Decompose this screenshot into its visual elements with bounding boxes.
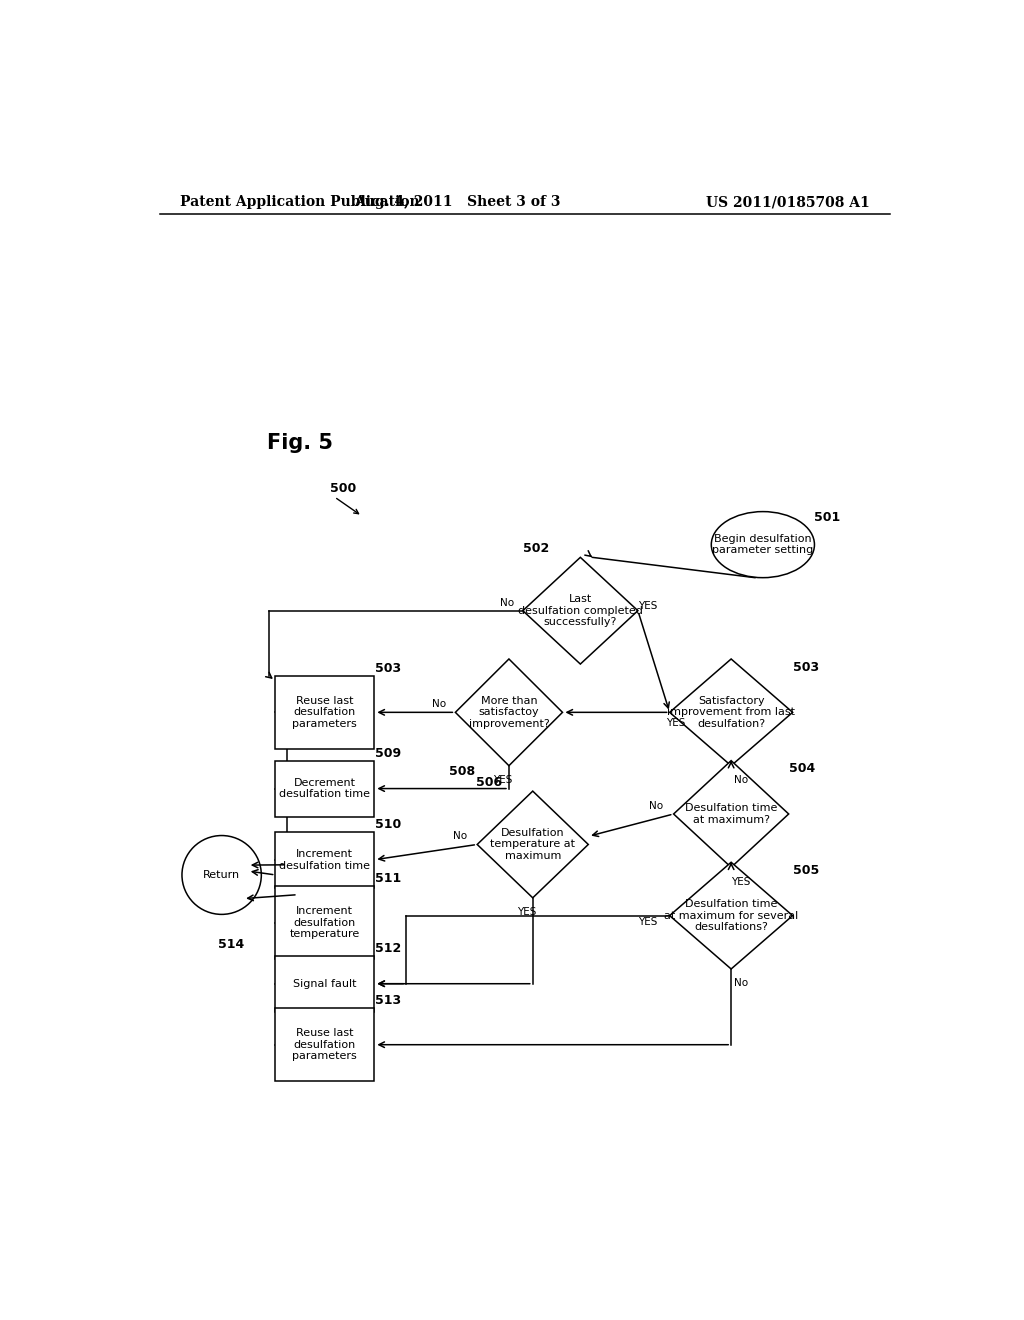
Text: Last
desulfation completed
successfully?: Last desulfation completed successfully?	[518, 594, 643, 627]
Text: Return: Return	[203, 870, 241, 880]
Ellipse shape	[182, 836, 261, 915]
Text: 503: 503	[375, 661, 401, 675]
Polygon shape	[670, 862, 793, 969]
Text: YES: YES	[667, 718, 686, 727]
Text: No: No	[733, 978, 748, 989]
Text: Begin desulfation
parameter setting: Begin desulfation parameter setting	[713, 533, 813, 556]
Text: Fig. 5: Fig. 5	[267, 433, 333, 453]
Text: 510: 510	[375, 818, 401, 832]
Text: 504: 504	[790, 763, 815, 775]
Text: 513: 513	[375, 994, 401, 1007]
Text: Signal fault: Signal fault	[293, 978, 356, 989]
Text: US 2011/0185708 A1: US 2011/0185708 A1	[707, 195, 870, 209]
Polygon shape	[523, 557, 638, 664]
FancyBboxPatch shape	[275, 832, 375, 887]
FancyBboxPatch shape	[275, 676, 375, 748]
Text: 508: 508	[450, 766, 475, 779]
Text: Increment
desulfation time: Increment desulfation time	[280, 849, 371, 870]
Ellipse shape	[712, 512, 814, 578]
Text: Satisfactory
improvement from last
desulfation?: Satisfactory improvement from last desul…	[668, 696, 796, 729]
Polygon shape	[674, 760, 788, 867]
Text: No: No	[453, 832, 467, 841]
FancyBboxPatch shape	[275, 1008, 375, 1081]
FancyBboxPatch shape	[275, 886, 375, 960]
Text: No: No	[432, 700, 446, 709]
Text: YES: YES	[493, 775, 512, 785]
Text: Aug. 4, 2011   Sheet 3 of 3: Aug. 4, 2011 Sheet 3 of 3	[354, 195, 560, 209]
Text: YES: YES	[638, 601, 657, 611]
Text: Increment
desulfation
temperature: Increment desulfation temperature	[290, 906, 360, 940]
Text: YES: YES	[731, 876, 751, 887]
Text: YES: YES	[517, 907, 537, 917]
Text: Reuse last
desulfation
parameters: Reuse last desulfation parameters	[293, 696, 357, 729]
FancyBboxPatch shape	[275, 956, 375, 1011]
Text: 500: 500	[331, 482, 356, 495]
Text: YES: YES	[638, 916, 657, 927]
Text: Decrement
desulfation time: Decrement desulfation time	[280, 777, 371, 800]
Text: Desulfation
temperature at
maximum: Desulfation temperature at maximum	[490, 828, 575, 861]
Polygon shape	[477, 791, 588, 898]
Text: 501: 501	[814, 511, 841, 524]
Polygon shape	[670, 659, 793, 766]
Text: More than
satisfactoy
improvement?: More than satisfactoy improvement?	[469, 696, 549, 729]
Text: Desulfation time
at maximum for several
desulfations?: Desulfation time at maximum for several …	[664, 899, 799, 932]
Text: 502: 502	[523, 541, 550, 554]
Text: No: No	[649, 801, 664, 810]
Text: No: No	[500, 598, 514, 607]
Text: Reuse last
desulfation
parameters: Reuse last desulfation parameters	[293, 1028, 357, 1061]
Polygon shape	[456, 659, 562, 766]
Text: 514: 514	[218, 939, 244, 952]
Text: 512: 512	[375, 942, 401, 956]
FancyBboxPatch shape	[275, 760, 375, 817]
Text: Patent Application Publication: Patent Application Publication	[179, 195, 419, 209]
Text: 509: 509	[375, 747, 401, 760]
Text: 506: 506	[475, 776, 502, 788]
Text: No: No	[733, 775, 748, 785]
Text: Desulfation time
at maximum?: Desulfation time at maximum?	[685, 803, 777, 825]
Text: 511: 511	[375, 873, 401, 886]
Text: 505: 505	[793, 865, 819, 876]
Text: 503: 503	[793, 661, 819, 673]
